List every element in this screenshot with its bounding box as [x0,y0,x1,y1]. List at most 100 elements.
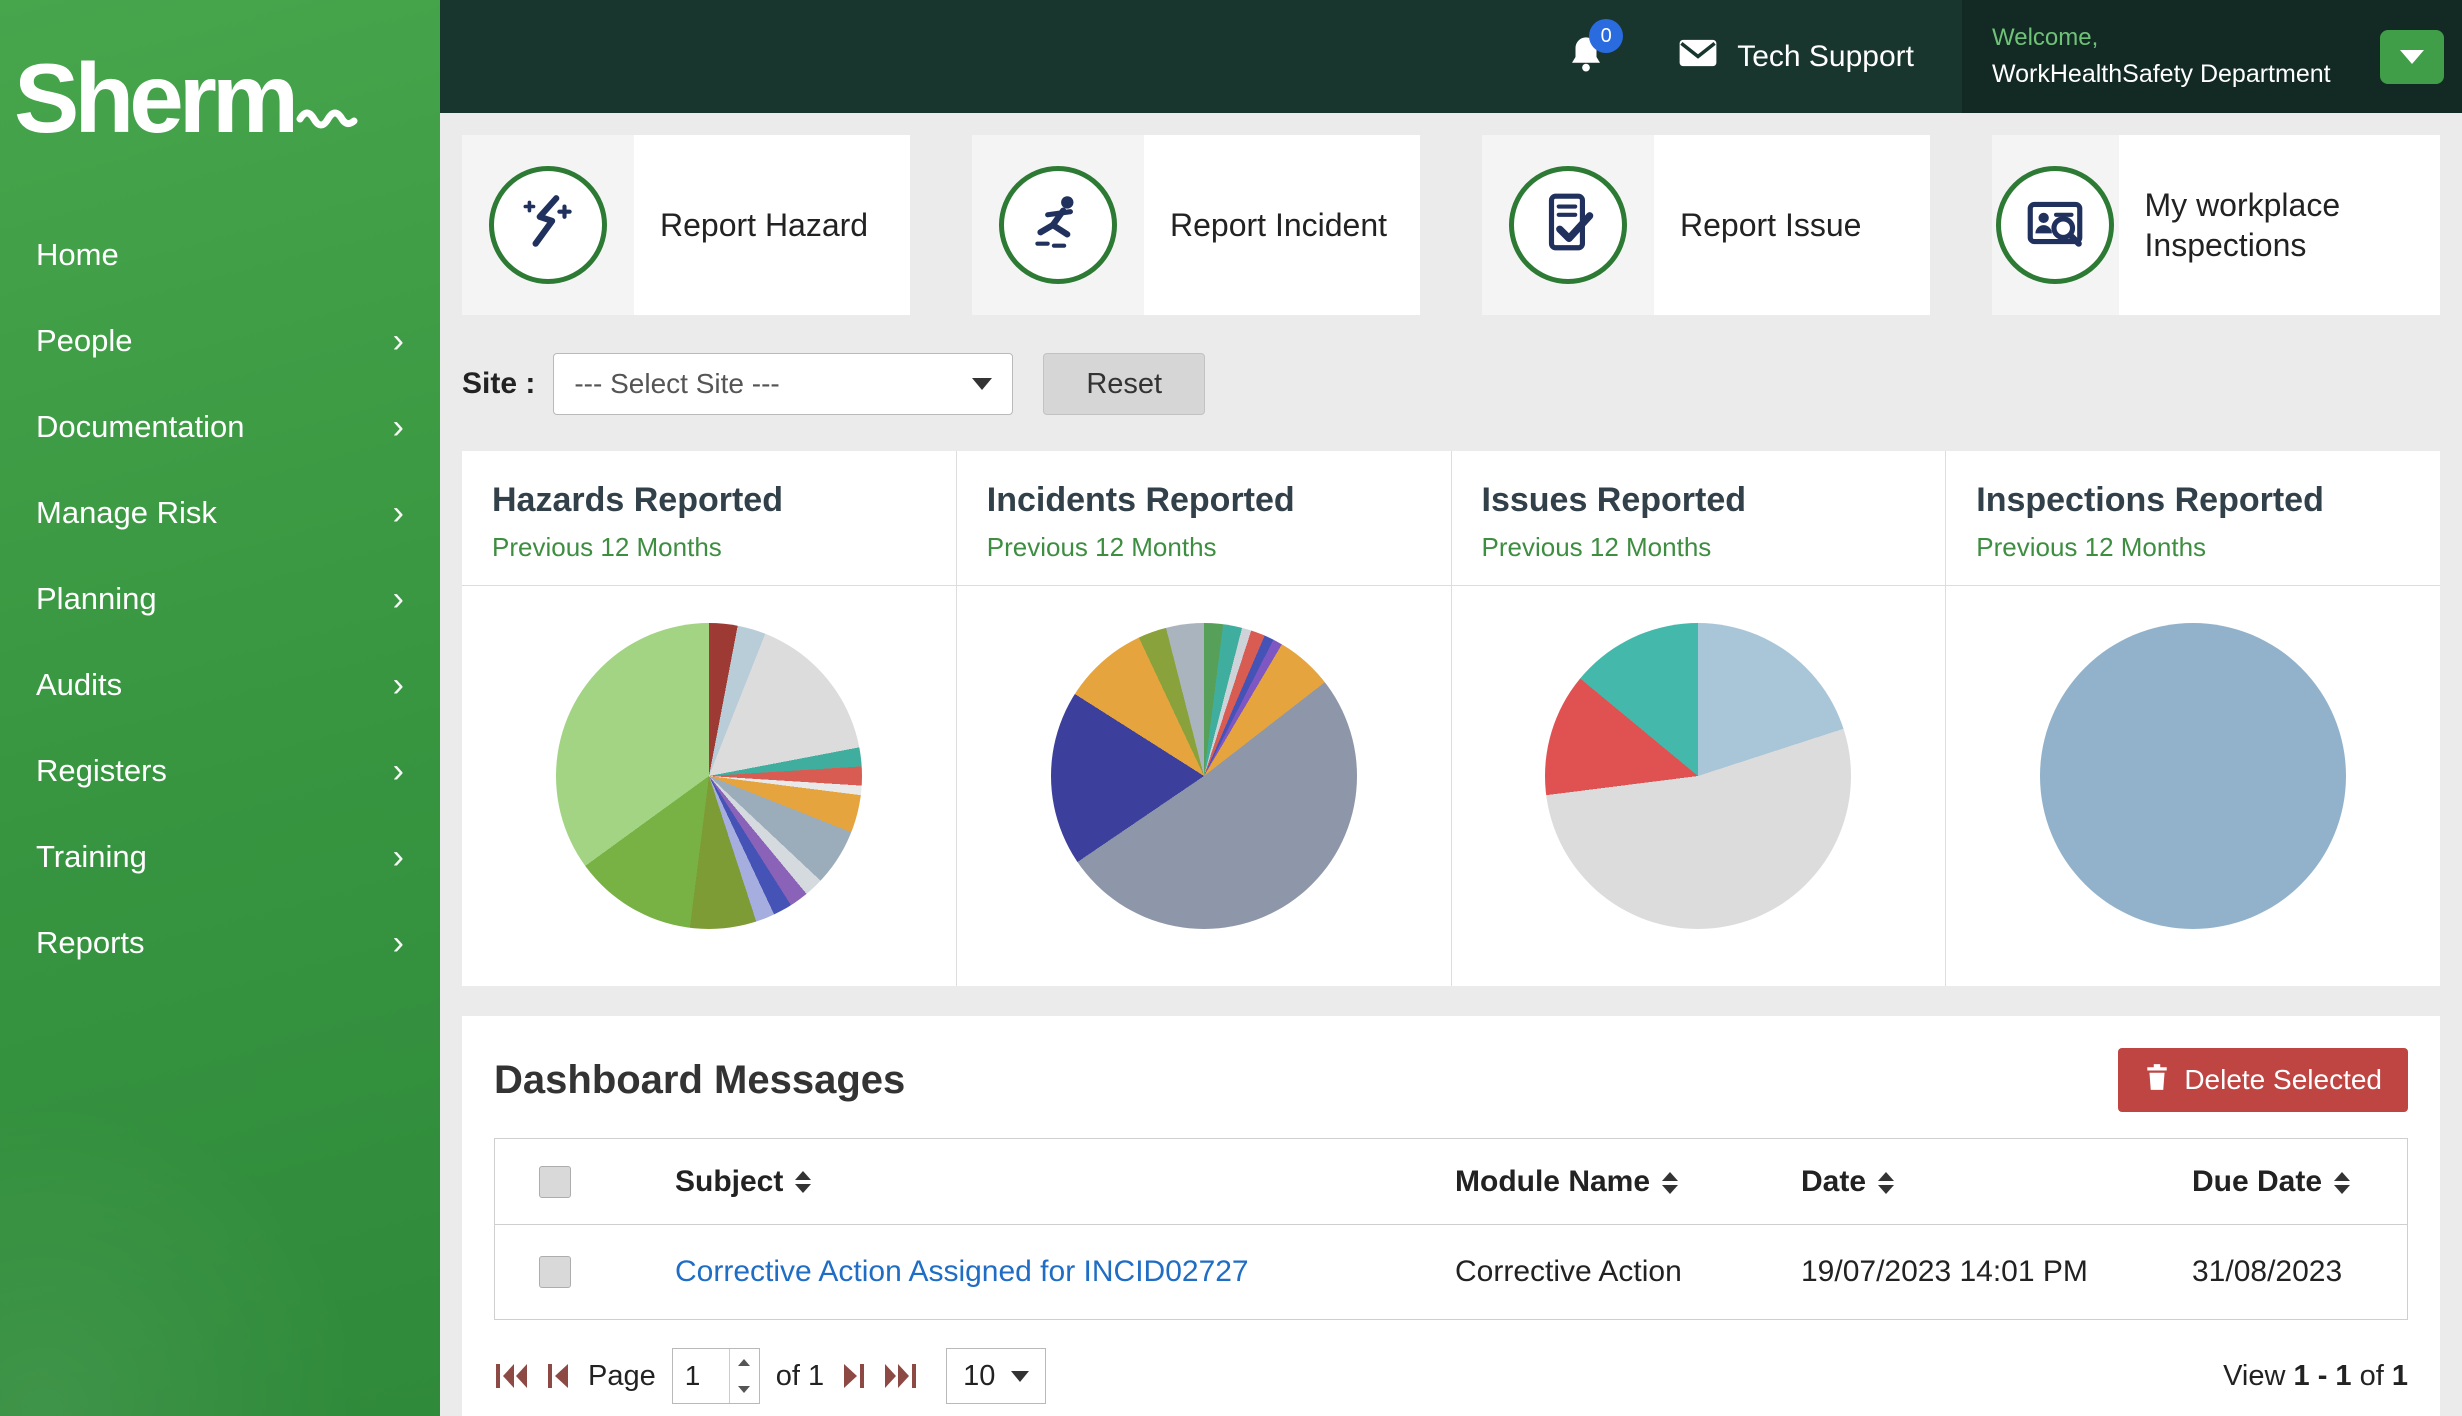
notifications-button[interactable]: 0 [1565,19,1624,80]
pie-area [957,586,1451,986]
chart-panel-incidents-reported: Incidents Reported Previous 12 Months [956,451,1452,986]
site-filter-row: Site : --- Select Site --- Reset [462,353,2440,415]
next-page-button[interactable] [840,1361,866,1391]
icon-circle [1996,166,2115,284]
sort-up-icon [795,1170,812,1180]
sort-down-icon [1878,1184,1895,1194]
report-incident-card[interactable]: Report Incident [972,135,1420,315]
topbar: 0 Tech Support Welcome, WorkHealthSafety… [440,0,2462,113]
chart-title: Incidents Reported [986,481,1295,519]
sidebar-item-training[interactable]: Training › [0,814,440,900]
account-section: Welcome, WorkHealthSafety Department [1962,0,2462,113]
content: Report Hazard [440,113,2462,1416]
pie-chart [1545,623,1852,929]
chevron-right-icon: › [392,322,404,360]
envelope-icon [1677,37,1719,77]
sidebar-item-manage-risk[interactable]: Manage Risk › [0,470,440,556]
account-menu-button[interactable] [2380,29,2444,84]
sidebar: Sherm Home People › Documentation › Manage Ri… [0,0,440,1416]
trash-icon [2144,1063,2170,1098]
chevron-down-icon [1011,1370,1030,1382]
column-header-date[interactable]: Date [1801,1165,2192,1199]
sidebar-item-label: People [36,323,133,358]
column-header-label: Date [1801,1164,1867,1198]
delete-selected-label: Delete Selected [2184,1064,2382,1095]
chevron-right-icon: › [392,838,404,876]
app-logo[interactable]: Sherm [0,0,440,150]
previous-page-button[interactable] [546,1361,572,1391]
sort-icon [1662,1171,1679,1194]
select-all-checkbox[interactable] [539,1165,571,1198]
module-cell: Corrective Action [1455,1255,1682,1288]
subject-cell: Corrective Action Assigned for INCID0272… [615,1255,1455,1289]
reset-button[interactable]: Reset [1043,353,1206,415]
card-icon-section [1992,135,2119,315]
notification-badge: 0 [1589,19,1624,53]
card-icon-section [462,135,634,315]
tech-support-link[interactable]: Tech Support [1677,37,1914,77]
pie-area [1946,586,2440,986]
card-label: My workplace Inspections [2144,187,2341,263]
chart-panel-inspections-reported: Inspections Reported Previous 12 Months [1946,451,2440,986]
sort-down-icon [795,1183,812,1193]
sidebar-item-registers[interactable]: Registers › [0,728,440,814]
first-page-button[interactable] [494,1361,530,1391]
column-header-module-name[interactable]: Module Name [1455,1165,1801,1199]
column-header-subject[interactable]: Subject [615,1165,1455,1199]
pie-chart [1050,623,1357,929]
spinner-up-icon[interactable] [730,1349,759,1376]
message-subject-link[interactable]: Corrective Action Assigned for INCID0272… [675,1255,1249,1288]
page-spinner[interactable] [728,1349,759,1403]
chart-panel-issues-reported: Issues Reported Previous 12 Months [1451,451,1947,986]
chart-subtitle: Previous 12 Months [986,532,1217,562]
chevron-down-icon [2400,49,2424,64]
quick-actions-row: Report Hazard [462,135,2440,315]
column-header-label: Due Date [2192,1164,2323,1198]
column-header-label: Module Name [1455,1164,1651,1198]
site-select[interactable]: --- Select Site --- [553,353,1014,415]
sidebar-item-people[interactable]: People › [0,298,440,384]
sort-icon [2334,1171,2351,1194]
sidebar-item-home[interactable]: Home [0,212,440,298]
spinner-down-icon[interactable] [730,1376,759,1403]
column-header-due-date[interactable]: Due Date [2192,1165,2407,1199]
page-number-input[interactable] [672,1349,729,1403]
inspection-icon [2022,190,2088,261]
icon-circle [999,166,1117,284]
sidebar-menu: Home People › Documentation › Manage Risk › Pla… [0,212,440,986]
sort-down-icon [1662,1184,1679,1194]
sidebar-item-label: Planning [36,581,157,616]
delete-selected-button[interactable]: Delete Selected [2118,1048,2408,1112]
my-workplace-inspections-card[interactable]: My workplace Inspections [1992,135,2440,315]
account-name: WorkHealthSafety Department [1992,60,2331,88]
card-icon-section [972,135,1144,315]
messages-title: Dashboard Messages [494,1057,906,1102]
sort-up-icon [1878,1171,1895,1181]
topbar-actions: 0 Tech Support [440,0,1962,113]
sidebar-item-label: Training [36,839,147,874]
report-issue-card[interactable]: Report Issue [1482,135,1930,315]
pie-chart [555,623,862,929]
chart-header: Issues Reported Previous 12 Months [1451,451,1946,586]
sidebar-item-label: Audits [36,667,123,702]
page-size-select[interactable]: 10 [946,1348,1047,1404]
table-row: Corrective Action Assigned for INCID0272… [495,1225,2407,1319]
card-label: Report Hazard [660,207,869,243]
pagination-bar: Page of 1 10 [494,1348,2408,1404]
row-checkbox[interactable] [539,1256,571,1288]
main-area: 0 Tech Support Welcome, WorkHealthSafety… [440,0,2462,1416]
icon-circle [489,166,607,284]
table-header-row: Subject Module Name Date Due Date [495,1139,2407,1225]
chart-subtitle: Previous 12 Months [1481,532,1712,562]
sort-icon [795,1170,812,1193]
sidebar-item-planning[interactable]: Planning › [0,556,440,642]
chart-title: Issues Reported [1481,481,1747,519]
last-page-button[interactable] [882,1361,918,1391]
site-filter-label: Site : [462,367,536,400]
sidebar-item-documentation[interactable]: Documentation › [0,384,440,470]
sidebar-item-reports[interactable]: Reports › [0,900,440,986]
report-hazard-card[interactable]: Report Hazard [462,135,910,315]
sidebar-item-audits[interactable]: Audits › [0,642,440,728]
chevron-right-icon: › [392,924,404,962]
